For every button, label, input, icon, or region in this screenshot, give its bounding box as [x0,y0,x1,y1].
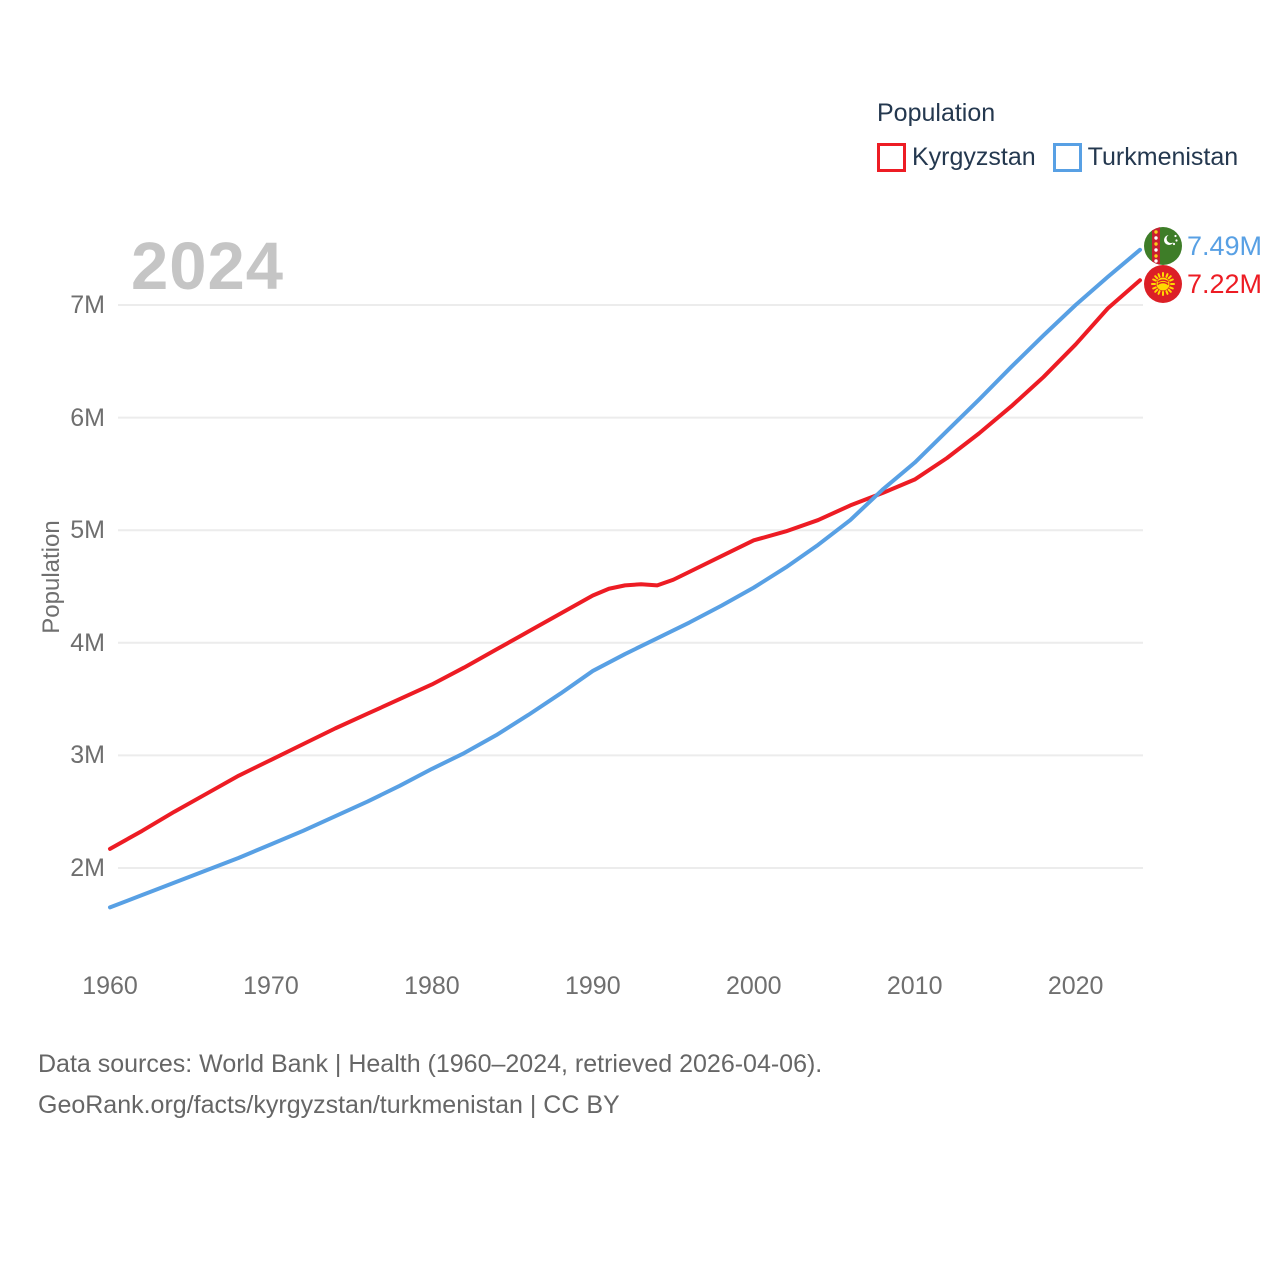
y-tick-label: 2M [70,854,105,882]
x-tick-label: 2020 [1047,972,1104,1000]
kyrgyzstan-flag-icon [1144,265,1182,303]
turkmenistan-flag-icon [1144,227,1182,265]
turkmenistan-end-value: 7.49M [1187,230,1263,261]
y-tick-label: 7M [70,291,105,319]
legend-title: Population [877,99,996,127]
year-watermark: 2024 [131,229,285,304]
end-label-kyrgyzstan: 7.22M [1144,265,1262,303]
footer: Data sources: World Bank | Health (1960–… [38,1044,822,1126]
x-tick-label: 1960 [82,972,138,1000]
y-tick-label: 4M [70,628,105,657]
y-tick-label: 5M [70,516,105,545]
legend-rows: Kyrgyzstan Turkmenistan [877,143,1238,172]
kyrgyzstan-end-value: 7.22M [1187,268,1263,299]
kyrgyzstan-swatch-icon [877,143,906,172]
footer-data-sources: Data sources: World Bank | Health (1960–… [38,1050,823,1078]
x-tick-label: 1990 [565,972,621,1000]
x-tick-label: 1970 [243,972,299,1000]
legend-item-turkmenistan[interactable]: Turkmenistan [1052,143,1239,172]
y-tick-label: 3M [70,741,105,770]
x-tick-label: 1980 [404,972,460,1000]
plot-area [108,247,1143,910]
x-tick-label: 2000 [725,972,782,1000]
legend-label-kyrgyzstan: Kyrgyzstan [912,143,1036,171]
legend-item-kyrgyzstan[interactable]: Kyrgyzstan [877,143,1036,172]
legend: Population Kyrgyzstan Turkmenistan [877,99,1238,172]
turkmenistan-swatch-icon [1052,143,1082,172]
footer-attribution: GeoRank.org/facts/kyrgyzstan/turkmenista… [38,1091,620,1119]
y-tick-label: 6M [70,403,105,432]
x-tick-label: 2010 [886,972,943,1000]
series-line-kyrgyzstan [108,278,1142,851]
legend-label-turkmenistan: Turkmenistan [1087,143,1239,171]
series-line-turkmenistan [108,247,1142,910]
end-label-turkmenistan: 7.49M [1144,227,1262,265]
